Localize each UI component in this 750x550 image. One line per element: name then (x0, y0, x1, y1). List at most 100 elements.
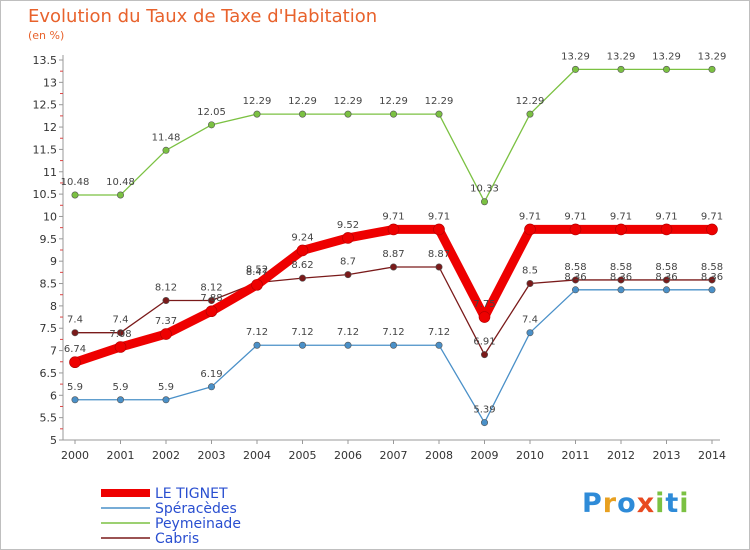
data-label: 8.47 (246, 267, 268, 278)
data-point (298, 110, 306, 118)
x-tick-label: 2008 (425, 449, 453, 462)
data-label: 8.7 (340, 257, 356, 268)
data-label: 5.9 (113, 382, 129, 393)
data-point (524, 223, 536, 236)
data-point (251, 279, 263, 291)
x-tick-label: 2012 (607, 449, 635, 462)
data-label: 7.12 (382, 327, 404, 338)
x-tick-label: 2006 (334, 449, 362, 462)
series-line (75, 289, 712, 424)
data-label: 8.62 (291, 260, 313, 271)
data-label: 7.4 (522, 315, 538, 326)
y-tick-label: 9.5 (40, 233, 58, 246)
y-tick-label: 7.5 (40, 322, 58, 335)
logo-letter: x (636, 488, 656, 519)
data-labels: 6.74 7.08 7.37 7.88 8.47 9.24 9.52 9.71 9.71 7.75… (61, 51, 727, 415)
data-point (298, 274, 306, 282)
data-point (342, 232, 354, 244)
legend-label: Spéracèdes (155, 501, 237, 517)
data-point (435, 263, 443, 271)
series-lines (69, 65, 718, 427)
data-label: 7.4 (67, 315, 83, 326)
data-point (389, 110, 397, 118)
y-tick-label: 11.5 (33, 143, 58, 156)
data-label: 9.71 (519, 211, 541, 222)
data-point (662, 65, 670, 73)
data-point (344, 271, 352, 279)
x-tick-label: 2002 (152, 449, 180, 462)
data-label: 7.4 (113, 315, 129, 326)
data-label: 9.52 (337, 220, 359, 231)
data-label: 9.71 (428, 211, 450, 222)
data-point (69, 356, 81, 369)
data-point (162, 297, 170, 305)
logo-letter: t (665, 488, 680, 519)
data-label: 13.29 (607, 51, 636, 62)
data-point (253, 110, 261, 118)
data-point (615, 223, 627, 236)
y-tick-label: 7 (50, 345, 57, 358)
data-label: 12.29 (243, 96, 272, 107)
data-point (344, 341, 352, 349)
data-label: 13.29 (652, 51, 681, 62)
data-point (480, 351, 488, 359)
x-tick-label: 2009 (471, 449, 499, 462)
data-label: 8.58 (655, 262, 677, 273)
legend-label: LE TIGNET (155, 486, 228, 502)
data-label: 9.71 (610, 211, 632, 222)
y-tick-label: 5 (50, 434, 57, 447)
data-point (435, 110, 443, 118)
data-label: 13.29 (561, 51, 590, 62)
y-tick-label: 12.5 (33, 99, 58, 112)
data-point (569, 223, 582, 236)
logo-letter: i (655, 488, 666, 519)
chart-title: Evolution du Taux de Taxe d'Habitation (28, 6, 378, 27)
data-point (526, 280, 534, 288)
data-point (617, 276, 625, 284)
data-label: 9.71 (701, 211, 723, 222)
data-label: 8.58 (610, 262, 632, 273)
data-point (617, 65, 625, 73)
data-point (571, 286, 579, 294)
data-label: 8.52 (246, 265, 268, 276)
data-label: 10.33 (470, 184, 499, 195)
y-tick-label: 11 (43, 166, 57, 179)
data-label: 12.29 (516, 96, 545, 107)
data-label: 12.05 (197, 107, 226, 118)
data-point (389, 263, 397, 271)
data-point (71, 396, 79, 404)
data-label: 5.9 (158, 382, 174, 393)
data-point (662, 286, 670, 294)
y-tick-label: 9 (50, 255, 57, 268)
data-point (160, 328, 172, 340)
data-label: 8.12 (200, 283, 222, 294)
data-point (387, 223, 400, 236)
data-point (526, 329, 534, 337)
y-tick-label: 8.5 (40, 278, 58, 291)
data-point (708, 65, 716, 73)
data-label: 8.36 (610, 272, 632, 283)
data-label: 5.9 (67, 382, 83, 393)
x-tick-label: 2011 (562, 449, 590, 462)
data-point (708, 276, 716, 284)
data-label: 10.48 (61, 177, 90, 188)
data-point (298, 341, 306, 349)
data-point (208, 383, 216, 391)
data-point (571, 276, 579, 284)
legend-label: Peymeinade (155, 516, 241, 532)
data-point (660, 223, 673, 236)
data-point (708, 286, 716, 294)
data-point (205, 305, 218, 318)
data-label: 6.19 (200, 369, 222, 380)
x-tick-label: 2004 (243, 449, 271, 462)
proxiti-logo: Proxiti (582, 488, 690, 519)
x-tick-label: 2001 (107, 449, 135, 462)
axes: 5 5.5 6 6.5 7 7.5 8 8.5 9 9.5 10 10.5 11 11.5 12 12.5 13… (33, 54, 727, 462)
data-label: 8.87 (382, 249, 404, 260)
y-tick-label: 5.5 (40, 412, 58, 425)
data-point (296, 244, 309, 257)
y-tick-label: 6 (50, 389, 57, 402)
data-point (433, 223, 445, 236)
